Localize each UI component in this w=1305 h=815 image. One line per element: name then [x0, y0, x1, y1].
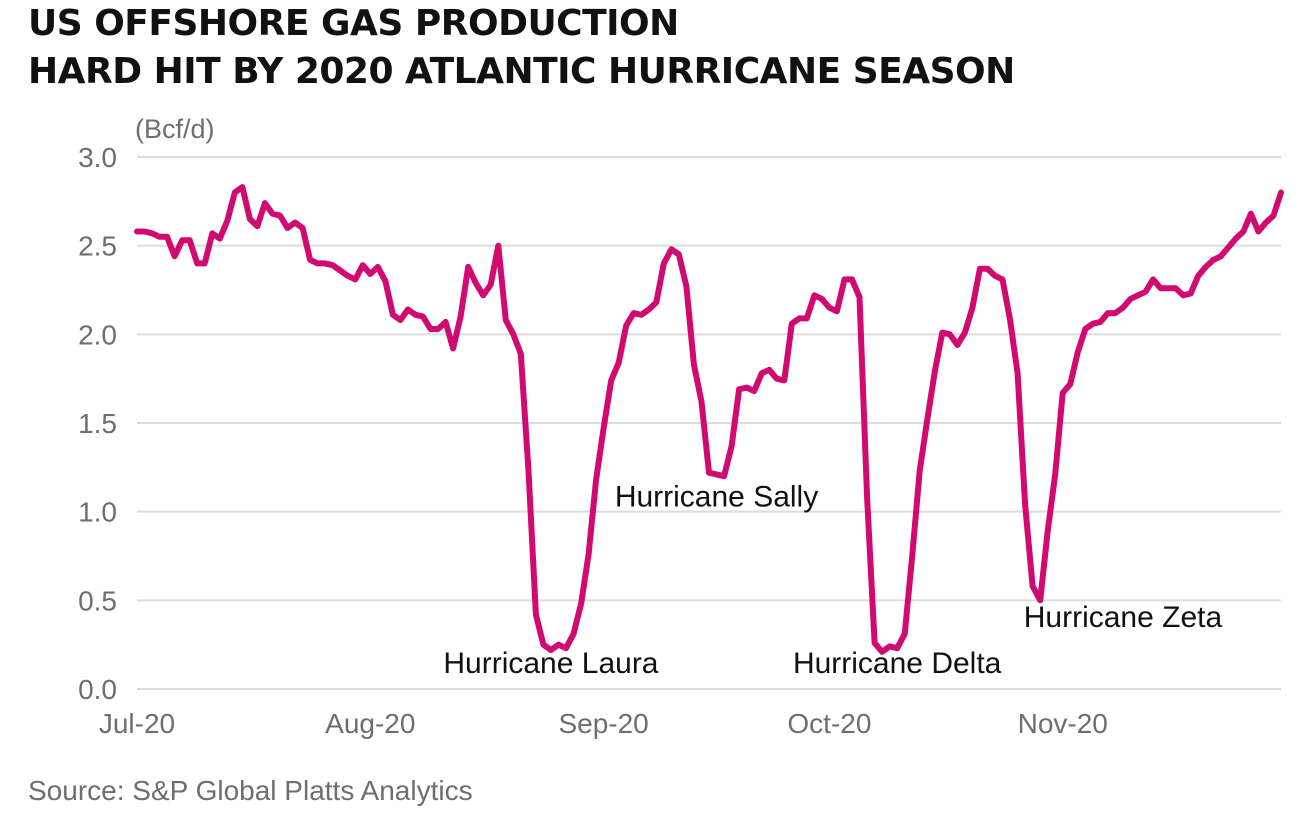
x-axis-ticks: Jul-20 Aug-20 Sep-20 Oct-20 Nov-20: [99, 708, 1108, 739]
title-line-1: US OFFSHORE GAS PRODUCTION: [28, 3, 679, 44]
line-chart: 0.0 0.5 1.0 1.5 2.0 2.5 3.0 Jul-20 Aug-20 Sep-20…: [78, 114, 1284, 739]
y-axis-ticks: 0.0 0.5 1.0 1.5 2.0 2.5 3.0: [78, 142, 117, 705]
y-axis-unit-label: (Bcf/d): [135, 114, 215, 144]
y-tick-label: 1.0: [78, 497, 117, 528]
x-tick-label: Nov-20: [1018, 708, 1108, 739]
x-tick-label: Oct-20: [787, 708, 871, 739]
x-tick-label: Sep-20: [558, 708, 648, 739]
annotation-label: Hurricane Sally: [615, 480, 818, 513]
gridlines: [137, 156, 1281, 690]
annotations: Hurricane Laura Hurricane Sally Hurricane …: [443, 480, 1222, 680]
source-note: Source: S&P Global Platts Analytics: [28, 775, 473, 806]
x-tick-label: Jul-20: [99, 708, 175, 739]
series-line: [134, 184, 1284, 655]
series-layer: [134, 184, 1284, 655]
y-tick-label: 2.5: [78, 231, 117, 262]
y-tick-label: 2.0: [78, 319, 117, 350]
annotation-label: Hurricane Zeta: [1024, 601, 1223, 634]
x-tick-label: Aug-20: [325, 708, 415, 739]
annotation-label: Hurricane Laura: [443, 647, 658, 680]
chart-title: US OFFSHORE GAS PRODUCTION HARD HIT BY 2…: [28, 0, 1015, 96]
y-tick-label: 0.0: [78, 674, 117, 705]
title-line-2: HARD HIT BY 2020 ATLANTIC HURRICANE SEAS…: [28, 51, 1015, 92]
y-tick-label: 0.5: [78, 585, 117, 616]
annotation-label: Hurricane Delta: [793, 647, 1002, 680]
y-tick-label: 1.5: [78, 408, 117, 439]
y-tick-label: 3.0: [78, 142, 117, 173]
